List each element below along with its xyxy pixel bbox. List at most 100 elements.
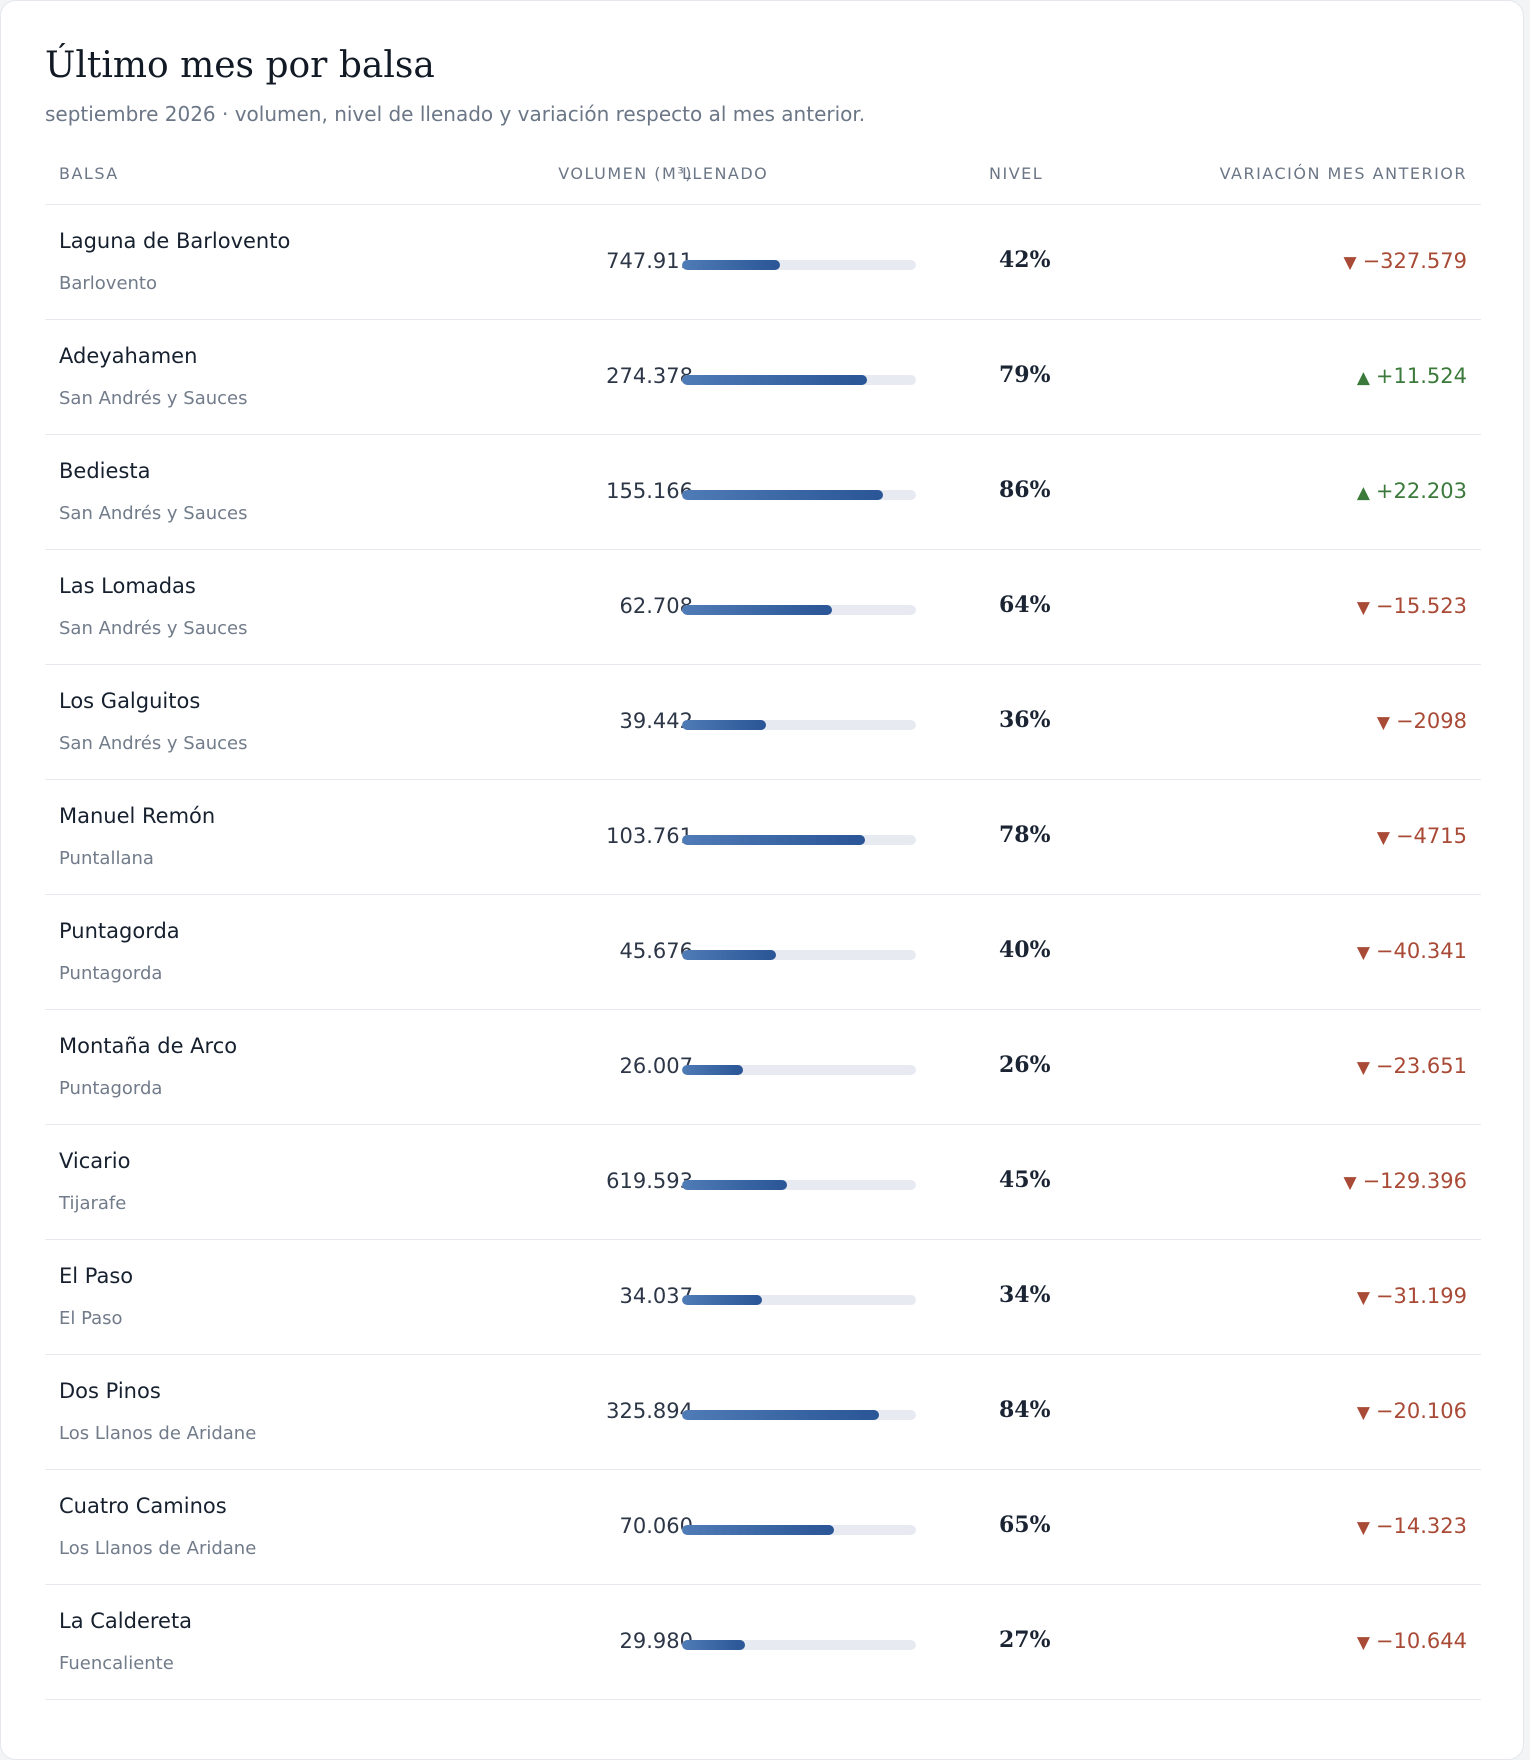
fill-bar [682,1295,916,1305]
column-header-level[interactable]: NIVEL [989,164,1044,183]
table-row[interactable]: Laguna de Barlovento Barlovento 747.911 42%… [45,205,1481,320]
monthly-variation: ▼ −10.644 [1357,1629,1467,1653]
variation-value: −31.199 [1375,1284,1467,1308]
triangle-down-icon: ▼ [1343,1173,1357,1193]
triangle-down-icon: ▼ [1356,1518,1370,1538]
reservoir-volume: 155.166 [606,479,693,503]
reservoir-municipality: San Andrés y Sauces [59,388,248,409]
reservoir-name: Laguna de Barlovento [59,229,291,253]
reservoir-volume: 45.676 [619,939,693,963]
reservoir-volume: 26.007 [619,1054,693,1078]
fill-level: 86% [999,477,1051,503]
reservoir-name: Puntagorda [59,919,180,943]
fill-bar [682,950,916,960]
table-row[interactable]: Bediesta San Andrés y Sauces 155.166 86% ▲ +2… [45,435,1481,550]
variation-value: −2098 [1395,709,1467,733]
table-row[interactable]: La Caldereta Fuencaliente 29.980 27% ▼ −10.64… [45,1585,1481,1700]
table-row[interactable]: Cuatro Caminos Los Llanos de Aridane 70.06… [45,1470,1481,1585]
reservoir-municipality: San Andrés y Sauces [59,618,248,639]
reservoir-volume: 34.037 [619,1284,693,1308]
variation-value: −15.523 [1375,594,1467,618]
variation-value: −23.651 [1375,1054,1467,1078]
reservoir-name: Cuatro Caminos [59,1494,227,1518]
monthly-variation: ▼ −2098 [1377,709,1467,733]
fill-bar-level [682,835,865,845]
table-row[interactable]: Puntagorda Puntagorda 45.676 40% ▼ −40.341 [45,895,1481,1010]
fill-level: 26% [999,1052,1051,1078]
fill-bar [682,490,916,500]
reservoir-name: Vicario [59,1149,131,1173]
reservoir-volume: 70.060 [619,1514,693,1538]
variation-value: −20.106 [1375,1399,1467,1423]
table-row[interactable]: Montaña de Arco Puntagorda 26.007 26% ▼ −23.6… [45,1010,1481,1125]
column-header-variation[interactable]: VARIACIÓN MES ANTERIOR [1219,164,1467,183]
reservoir-volume: 747.911 [606,249,693,273]
table-row[interactable]: El Paso El Paso 34.037 34% ▼ −31.199 [45,1240,1481,1355]
variation-value: −4715 [1395,824,1467,848]
variation-value: −14.323 [1375,1514,1467,1538]
fill-level: 36% [999,707,1051,733]
table-row[interactable]: Las Lomadas San Andrés y Sauces 62.708 64% ▼… [45,550,1481,665]
monthly-variation: ▼ −129.396 [1343,1169,1467,1193]
variation-value: +11.524 [1375,364,1467,388]
fill-bar-level [682,1640,746,1650]
table-row[interactable]: Vicario Tijarafe 619.593 45% ▼ −129.396 [45,1125,1481,1240]
reservoir-name: Manuel Remón [59,804,216,828]
fill-bar-level [682,1525,835,1535]
table-row[interactable]: Adeyahamen San Andrés y Sauces 274.378 79% ▲… [45,320,1481,435]
fill-bar [682,260,916,270]
triangle-down-icon: ▼ [1356,1288,1370,1308]
fill-bar [682,1525,916,1535]
monthly-variation: ▲ +22.203 [1357,479,1467,503]
fill-bar-level [682,1180,788,1190]
reservoir-municipality: Los Llanos de Aridane [59,1538,257,1559]
monthly-variation: ▼ −4715 [1377,824,1467,848]
fill-bar-level [682,490,884,500]
monthly-variation: ▲ +11.524 [1357,364,1467,388]
reservoir-volume: 325.894 [606,1399,693,1423]
reservoir-municipality: San Andrés y Sauces [59,503,248,524]
fill-level: 34% [999,1282,1051,1308]
fill-bar [682,1410,916,1420]
table-row[interactable]: Dos Pinos Los Llanos de Aridane 325.894 84%… [45,1355,1481,1470]
triangle-down-icon: ▼ [1376,713,1390,733]
fill-level: 27% [999,1627,1051,1653]
reservoir-municipality: Barlovento [59,273,157,294]
fill-bar [682,1640,916,1650]
triangle-down-icon: ▼ [1356,943,1370,963]
table-header: BALSA VOLUMEN (M³) LLENADO NIVEL VARIACI… [45,146,1481,205]
fill-bar-level [682,260,781,270]
reservoir-name: Bediesta [59,459,151,483]
fill-bar-level [682,1410,879,1420]
monthly-variation: ▼ −40.341 [1357,939,1467,963]
reservoir-municipality: Fuencaliente [59,1653,174,1674]
reservoir-name: Dos Pinos [59,1379,161,1403]
fill-bar-level [682,605,832,615]
triangle-down-icon: ▼ [1356,1058,1370,1078]
fill-level: 64% [999,592,1051,618]
column-header-volume[interactable]: VOLUMEN (M³) [558,164,693,183]
reservoir-municipality: Tijarafe [59,1193,127,1214]
fill-level: 84% [999,1397,1051,1423]
monthly-variation: ▼ −20.106 [1357,1399,1467,1423]
variation-value: −40.341 [1375,939,1467,963]
table-row[interactable]: Los Galguitos San Andrés y Sauces 39.442 36… [45,665,1481,780]
reservoir-municipality: Los Llanos de Aridane [59,1423,257,1444]
reservoir-name: Las Lomadas [59,574,196,598]
table-row[interactable]: Manuel Remón Puntallana 103.761 78% ▼ −4715 [45,780,1481,895]
variation-value: −129.396 [1362,1169,1467,1193]
fill-bar [682,375,916,385]
reservoir-municipality: Puntagorda [59,963,163,984]
reservoir-municipality: El Paso [59,1308,123,1329]
fill-bar-level [682,950,776,960]
triangle-down-icon: ▼ [1356,598,1370,618]
fill-bar-level [682,1065,743,1075]
column-header-name[interactable]: BALSA [59,164,119,183]
page-title: Último mes por balsa [45,45,435,86]
reservoir-name: Montaña de Arco [59,1034,238,1058]
variation-value: −10.644 [1375,1629,1467,1653]
variation-value: −327.579 [1362,249,1467,273]
reservoir-volume: 62.708 [619,594,693,618]
triangle-down-icon: ▼ [1343,253,1357,273]
